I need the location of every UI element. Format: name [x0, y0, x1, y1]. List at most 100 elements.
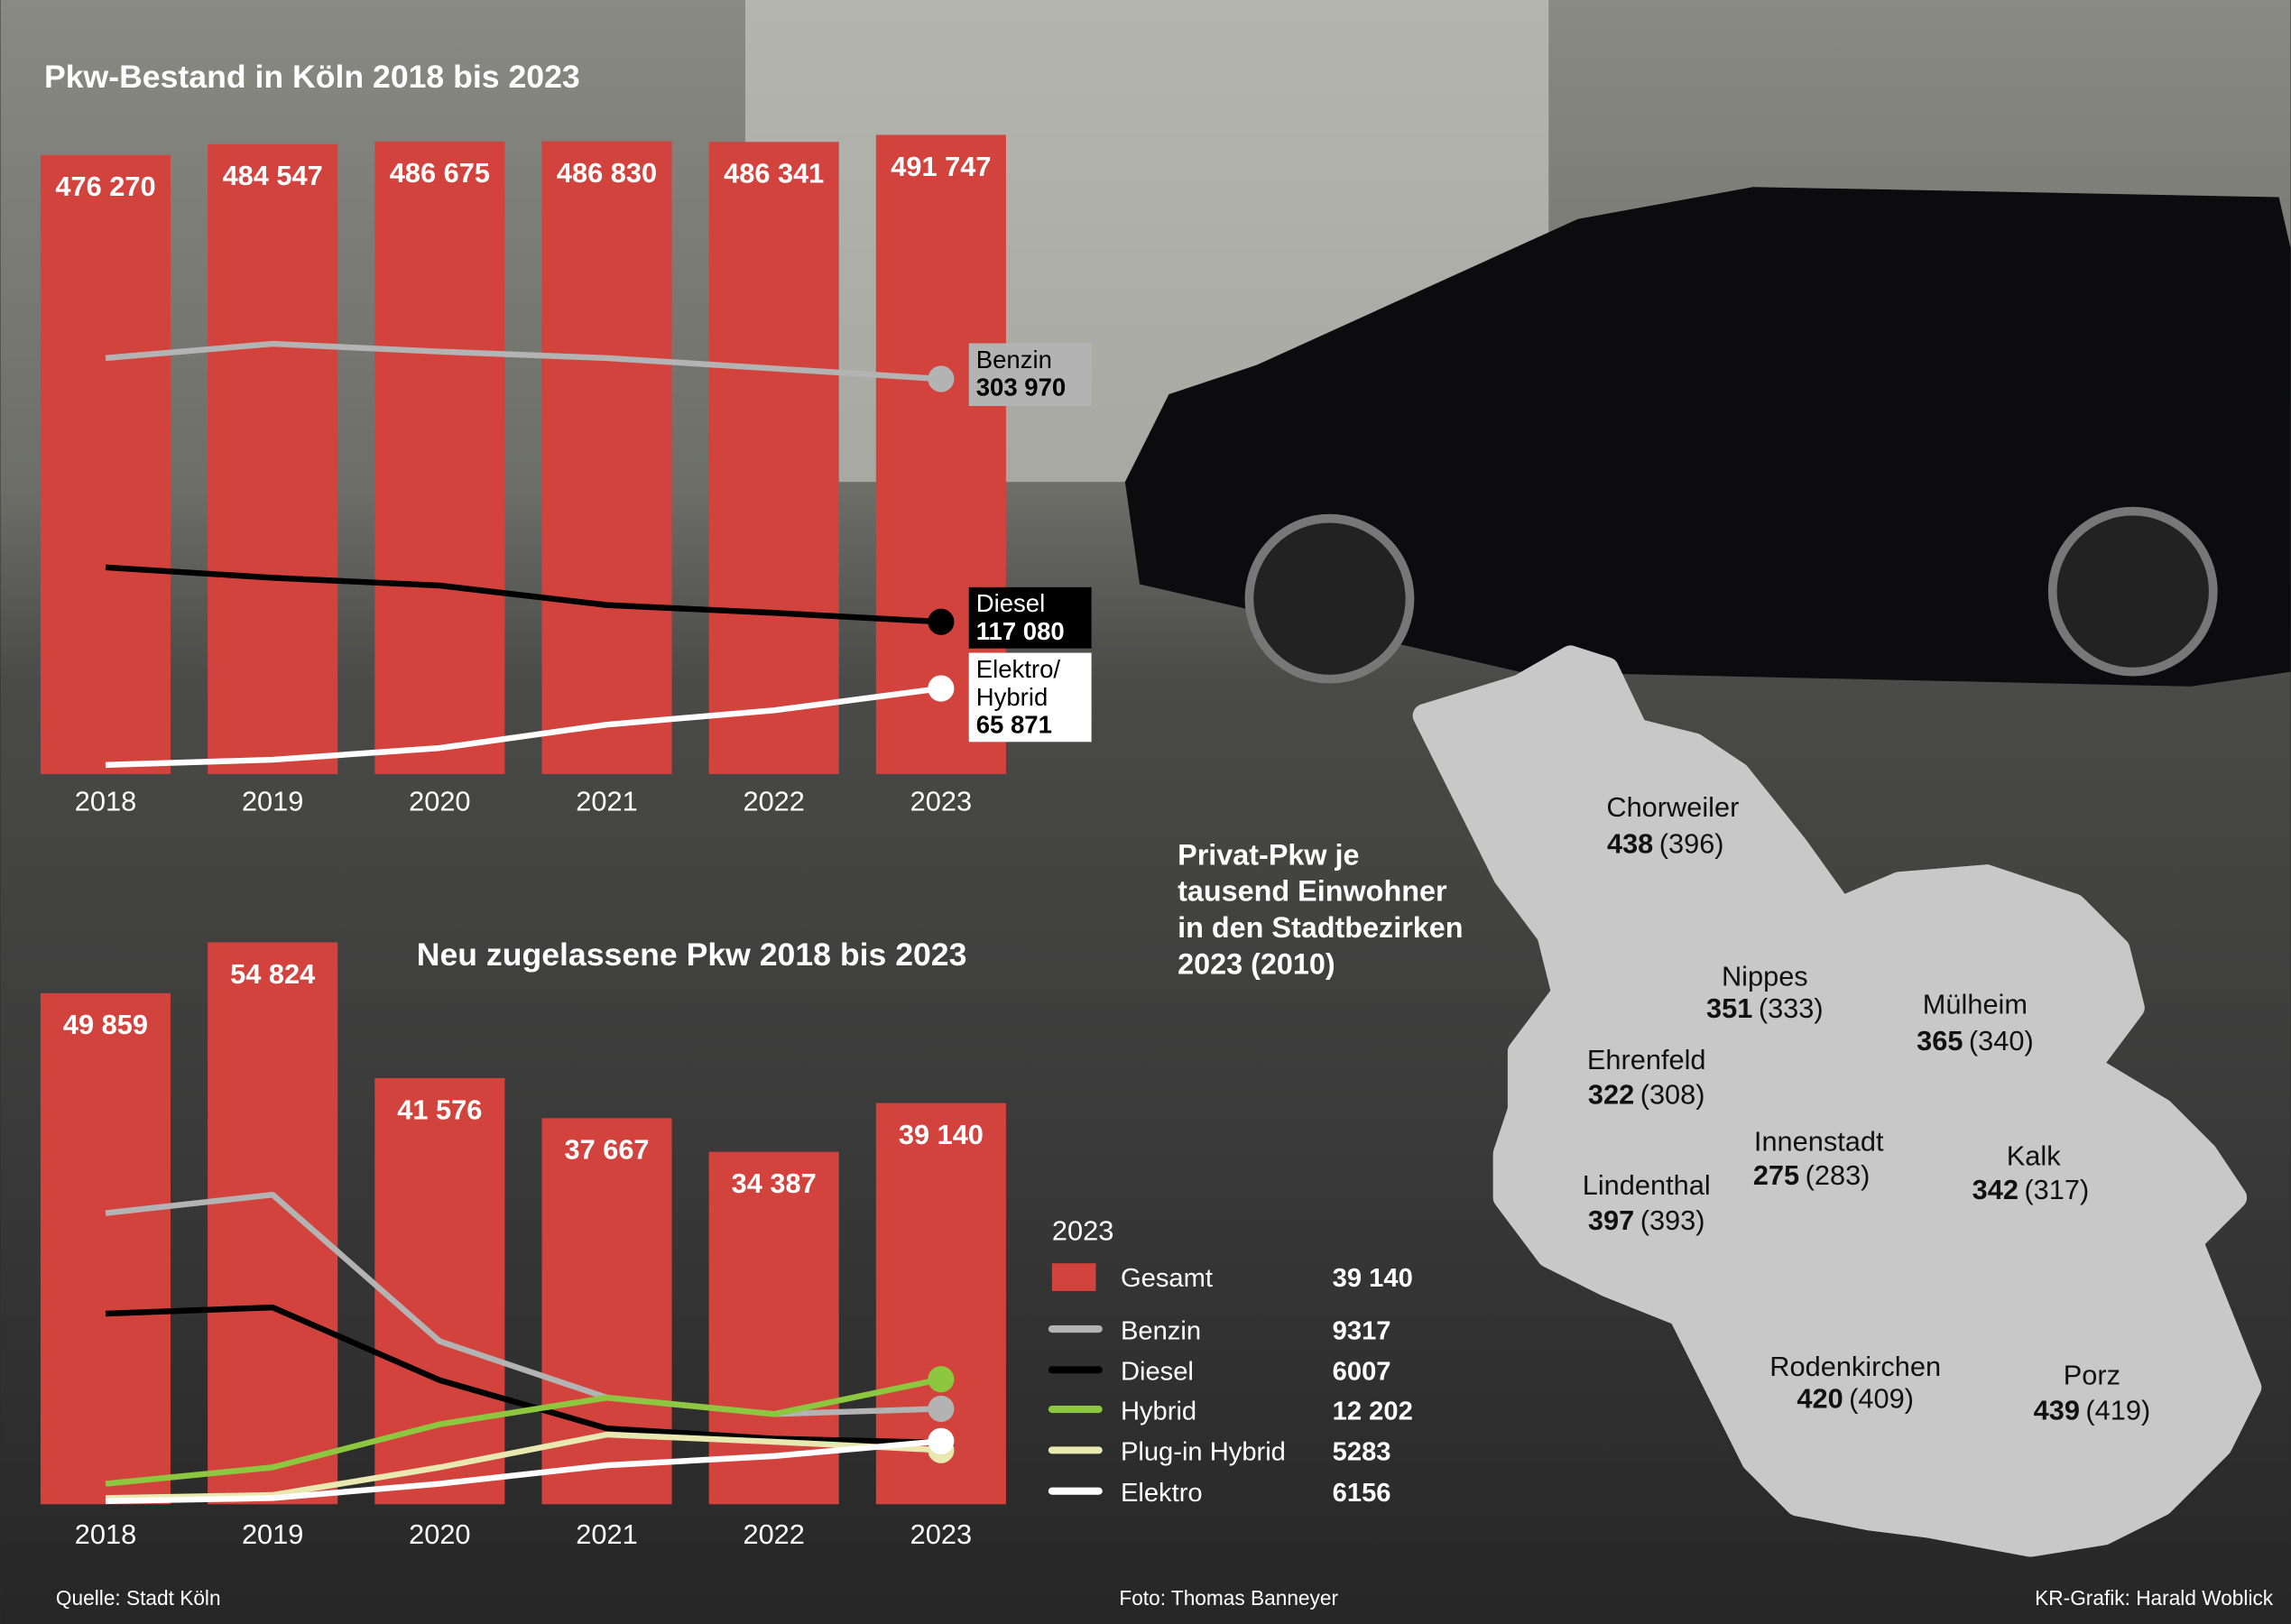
legend-value: 9317 [1333, 1316, 1391, 1345]
district-value-2010: (340) [1969, 1025, 2034, 1057]
series-value-label: 117 080 [975, 617, 1065, 646]
map-title-line: tausend Einwohner [1178, 875, 1447, 908]
bar-value-label: 486 830 [557, 157, 657, 189]
district-values: 322 (308) [1588, 1079, 1705, 1111]
district-name: Nippes [1722, 961, 1808, 992]
series-name: Benzin [975, 346, 1052, 375]
end-point [928, 1427, 955, 1454]
map: Privat-Pkw je tausend Einwohner in den S… [1178, 657, 2262, 1545]
bar-value-label: 491 747 [891, 151, 991, 182]
district-values: 420 (409) [1797, 1382, 1914, 1414]
bar-value-label: 484 547 [223, 160, 323, 191]
line [105, 564, 942, 625]
x-tick-label: 2021 [576, 1518, 637, 1550]
district-values: 275 (283) [1753, 1159, 1871, 1191]
map-title-line: Privat-Pkw je [1178, 838, 1359, 871]
district-values: 438 (396) [1607, 827, 1724, 859]
end-point [928, 675, 955, 702]
district-value-2010: (317) [2024, 1174, 2089, 1205]
car-wheel [2047, 506, 2218, 677]
district-name: Mülheim [1923, 988, 2028, 1020]
x-tick-label: 2019 [242, 785, 303, 817]
series-name: Elektro/ Hybrid [975, 656, 1061, 712]
legend-value: 6007 [1333, 1358, 1391, 1387]
photo-credit: Foto: Thomas Banneyer [1119, 1586, 1338, 1610]
district-value-2010: (333) [1759, 992, 1824, 1024]
bar-value-label: 39 140 [899, 1119, 984, 1150]
line [105, 340, 942, 383]
district-value: 365 [1917, 1025, 1963, 1057]
end-label-box: Benzin 303 970 [968, 344, 1092, 406]
x-tick-label: 2022 [743, 785, 804, 817]
district-name: Kalk [2007, 1140, 2061, 1172]
bar-value-label: 37 667 [564, 1134, 649, 1166]
bar [40, 154, 171, 774]
legend-label: Hybrid [1121, 1397, 1196, 1426]
district-value-2010: (409) [1849, 1382, 1914, 1414]
legend-value: 12 202 [1333, 1397, 1413, 1426]
bar [708, 142, 839, 774]
district-values: 365 (340) [1917, 1025, 2034, 1057]
end-label-box: Diesel 117 080 [968, 586, 1092, 649]
district-name: Porz [2064, 1360, 2120, 1391]
car-silhouette [1124, 187, 2291, 687]
bar-value-label: 54 824 [230, 958, 315, 990]
district-values: 439 (419) [2034, 1394, 2151, 1426]
district-value-2010: (393) [1640, 1204, 1705, 1236]
district-value-2010: (419) [2085, 1394, 2150, 1426]
line [105, 1438, 942, 1505]
legend-label: Benzin [1121, 1316, 1201, 1345]
district-name: Chorweiler [1606, 791, 1739, 823]
bar-value-label: 486 341 [724, 158, 824, 189]
x-tick-label: 2020 [409, 1518, 470, 1550]
car-wheel [1244, 513, 1415, 684]
x-tick-label: 2018 [75, 785, 136, 817]
district-value-2010: (396) [1659, 827, 1724, 859]
end-point [928, 608, 955, 635]
end-point [928, 1366, 955, 1393]
end-point [928, 1395, 955, 1422]
legend-label: Gesamt [1121, 1264, 1213, 1293]
legend-swatch [1051, 1263, 1096, 1291]
series-name: Diesel [975, 589, 1046, 618]
series-value-label: 65 871 [975, 711, 1052, 740]
district-value: 342 [1972, 1174, 2018, 1205]
x-tick-label: 2019 [242, 1518, 303, 1550]
graphic-credit: KR-Grafik: Harald Woblick [2035, 1586, 2274, 1610]
bar [541, 141, 672, 774]
line [105, 685, 942, 769]
district-values: 397 (393) [1588, 1204, 1705, 1236]
district-value: 275 [1753, 1159, 1799, 1191]
x-tick-label: 2023 [910, 785, 972, 817]
legend-value: 39 140 [1333, 1264, 1413, 1293]
line [105, 1376, 942, 1487]
bar-value-label: 41 576 [397, 1093, 482, 1125]
district-name: Lindenthal [1583, 1169, 1711, 1201]
legend-label: Plug-in Hybrid [1121, 1438, 1286, 1467]
bar [208, 143, 338, 774]
map-title-line: in den Stadtbezirken [1178, 911, 1463, 944]
x-tick-label: 2021 [576, 785, 637, 817]
series-value-label: 303 970 [975, 374, 1067, 402]
bar [374, 1077, 505, 1505]
district-values: 351 (333) [1706, 992, 1824, 1024]
district-value-2010: (308) [1640, 1079, 1705, 1111]
bar-value-label: 34 387 [732, 1167, 817, 1199]
district-values: 342 (317) [1972, 1174, 2090, 1205]
district-value-2010: (283) [1806, 1159, 1871, 1191]
district-name: Ehrenfeld [1587, 1044, 1706, 1075]
x-tick-label: 2018 [75, 1518, 136, 1550]
end-label-box: Elektro/ Hybrid 65 871 [968, 653, 1092, 743]
x-tick-label: 2022 [743, 1518, 804, 1550]
bar [40, 992, 171, 1505]
line [105, 1304, 941, 1446]
chart-title: Neu zugelassene Pkw 2018 bis 2023 [417, 937, 967, 973]
district-value: 439 [2034, 1394, 2080, 1426]
bar-value-label: 486 675 [390, 157, 490, 189]
x-tick-label: 2023 [910, 1518, 972, 1550]
